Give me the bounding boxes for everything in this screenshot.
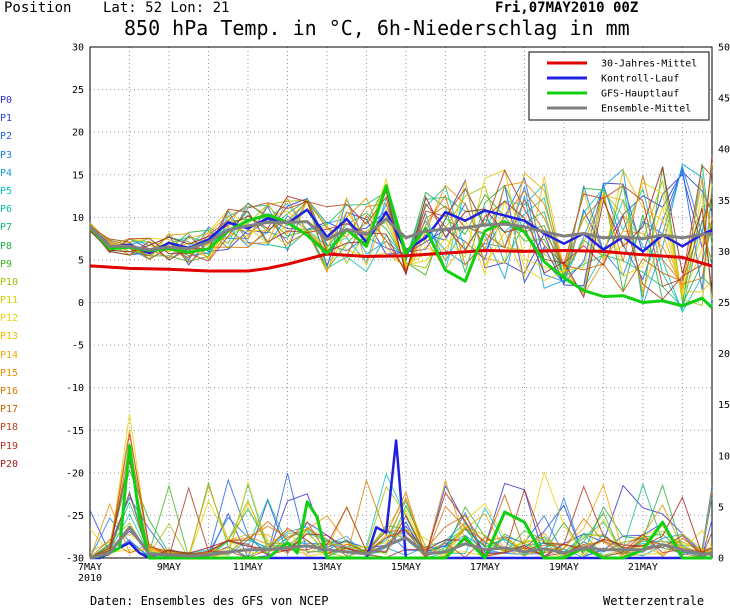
ensemble-member-label: P9 (0, 258, 13, 270)
ensemble-member-label: P20 (0, 458, 19, 470)
x-tick-label: 2010 (78, 573, 102, 584)
y-right-tick-label: 5 (718, 502, 724, 513)
ensemble-member-precip-line (89, 485, 713, 559)
ensemble-member-label: P3 (0, 149, 13, 161)
data-source-label: Daten: Ensembles des GFS von NCEP (90, 594, 329, 608)
y-right-tick-label: 30 (718, 247, 730, 258)
ensemble-member-precip-line (89, 433, 713, 559)
x-tick-label: 15MAY (391, 562, 421, 573)
y-left-tick-label: 20 (72, 128, 84, 139)
ensemble-member-label: P5 (0, 185, 13, 197)
precip-line-ensemble-mittel (89, 525, 712, 560)
brand-label: Wetterzentrale (603, 594, 705, 608)
grid-layer (90, 47, 712, 558)
chart-title: 850 hPa Temp. in °C, 6h-Niederschlag in … (124, 16, 630, 40)
y-right-tick-label: 15 (718, 400, 730, 411)
ensemble-member-label: P14 (0, 349, 19, 361)
ensemble-member-line (89, 162, 713, 299)
x-tick-label: 21MAY (628, 562, 658, 573)
y-left-tick-label: -20 (66, 468, 84, 479)
y-left-tick-label: 10 (72, 213, 84, 224)
ensemble-member-list: P0 P1 P2 P3 P4 P5 P6 P7 P8 P9 P10 P11 P12 P13 P14 P15 P1… (0, 92, 18, 474)
x-tick-label: 7MAY (78, 562, 102, 573)
y-left-tick-label: 30 (72, 43, 84, 54)
x-tick-label: 9MAY (157, 562, 181, 573)
y-left-tick-label: 15 (72, 170, 84, 181)
y-left-tick-label: -30 (66, 554, 84, 565)
ensemble-member-label: P17 (0, 404, 19, 416)
series-layer (88, 184, 714, 560)
x-tick-label: 11MAY (233, 562, 263, 573)
y-right-tick-label: 35 (718, 196, 730, 207)
ensemble-member-label: P6 (0, 204, 13, 216)
series-line-gfs-hauptlauf (88, 184, 714, 309)
ensemble-member-label: P7 (0, 222, 13, 234)
series-line-30-jahres-mittel (89, 249, 713, 273)
y-left-tick-label: -15 (66, 426, 84, 437)
ensemble-member-line (89, 167, 713, 291)
ensemble-member-label: P15 (0, 367, 19, 379)
y-right-tick-label: 10 (718, 451, 730, 462)
ensemble-member-label: P12 (0, 313, 19, 325)
ensemble-member-label: P19 (0, 440, 19, 452)
y-right-tick-label: 0 (718, 554, 724, 565)
x-tick-label: 19MAY (549, 562, 579, 573)
position-label: Position (4, 0, 72, 16)
precip-line-gfs-hauptlauf (89, 444, 712, 560)
ensemble-member-label: P16 (0, 386, 19, 397)
y-right-tick-label: 20 (718, 349, 730, 360)
y-left-tick-label: -25 (66, 511, 84, 522)
y-left-tick-label: 25 (72, 85, 84, 96)
ensemble-member-line (89, 166, 713, 299)
y-left-tick-label: 5 (78, 255, 84, 266)
ensemble-member-label: P11 (0, 295, 19, 307)
ensemble-member-label: P18 (0, 422, 19, 434)
y-left-tick-label: 0 (78, 298, 84, 309)
lat-lon-label: Lat: 52 Lon: 21 (103, 0, 230, 16)
axis-layer: -30 -25 -20 -15 -10 -5 0 5 10 15 20 25 30 0 5 10 15 20 25 3… (66, 43, 730, 585)
ensemble-member-label: P8 (0, 240, 13, 252)
ensemble-member-label: P0 (0, 95, 13, 106)
x-tick-label: 13MAY (312, 562, 342, 573)
y-right-tick-label: 50 (718, 43, 730, 54)
run-date-label: Fri,07MAY2010 00Z (495, 0, 639, 16)
ensemble-member-label: P4 (0, 167, 13, 179)
ensemble-member-label: P13 (0, 331, 19, 343)
y-right-tick-label: 40 (718, 145, 730, 156)
ensemble-member-line (89, 171, 713, 294)
x-tick-label: 17MAY (470, 562, 500, 573)
series-line-ensemble-mittel (88, 217, 713, 252)
ensemble-member-line (89, 155, 713, 301)
legend-label: Kontroll-Lauf (601, 74, 679, 85)
y-left-tick-label: -10 (66, 383, 84, 394)
legend-label: 30-Jahres-Mittel (601, 59, 697, 70)
ensemble-member-label: P10 (0, 276, 19, 288)
ensemble-member-label: P2 (0, 131, 13, 143)
legend-label: Ensemble-Mittel (601, 104, 691, 115)
y-right-tick-label: 45 (718, 94, 730, 105)
y-right-tick-label: 25 (718, 298, 730, 309)
ensemble-member-label: P1 (0, 113, 13, 125)
y-left-tick-label: -5 (72, 341, 84, 352)
legend: 30-Jahres-Mittel Kontroll-Lauf GFS-Hauptla… (528, 51, 710, 121)
legend-label: GFS-Hauptlauf (601, 89, 679, 100)
